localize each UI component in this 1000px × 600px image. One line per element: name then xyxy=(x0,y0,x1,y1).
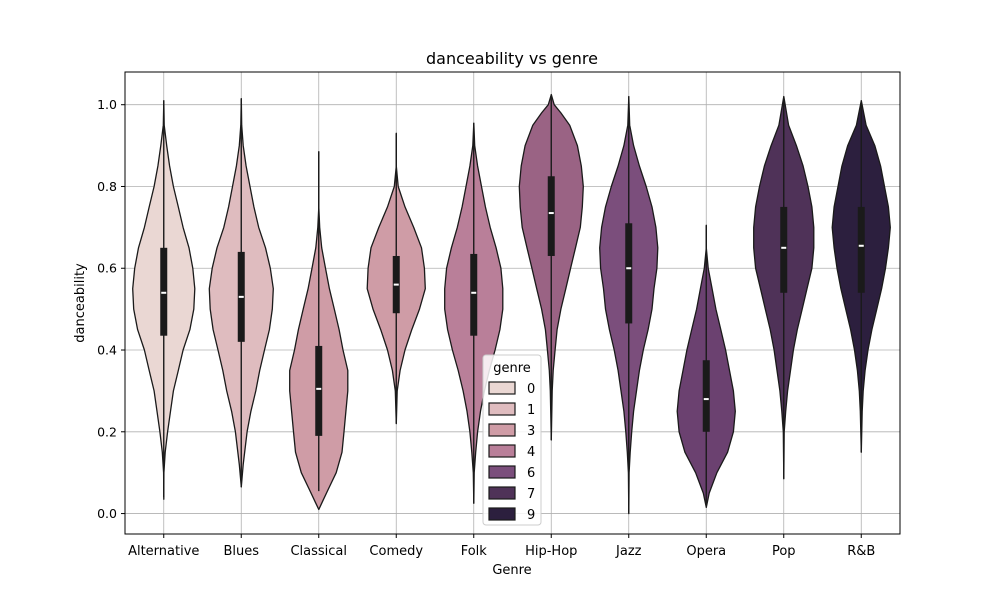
legend-swatch xyxy=(488,444,516,458)
violin-group xyxy=(518,93,584,441)
x-tick-label: Blues xyxy=(223,544,259,559)
violin-group xyxy=(132,99,196,500)
legend-label: 7 xyxy=(527,487,535,502)
legend-label: 1 xyxy=(527,403,535,418)
x-axis-label: Genre xyxy=(492,563,531,578)
legend-entries: 0 1 3 4 6 7 9 xyxy=(488,381,535,523)
legend-label: 9 xyxy=(527,508,535,523)
violin-group xyxy=(208,97,274,488)
y-tick-label: 0.0 xyxy=(97,506,117,521)
violin-iqr-box xyxy=(780,206,788,293)
x-tick-label: Classical xyxy=(290,544,347,559)
y-tick-label: 0.2 xyxy=(97,424,117,439)
violin-group xyxy=(676,224,736,509)
x-tick-label: Hip-Hop xyxy=(525,544,577,559)
x-tick-label: Alternative xyxy=(128,544,199,559)
x-axis: Alternative Blues Classical Comedy Folk Hip-H… xyxy=(128,534,875,559)
violin-iqr-box xyxy=(625,223,633,324)
violin-iqr-box xyxy=(315,345,323,436)
violin-iqr-box xyxy=(702,360,710,432)
x-tick-label: Folk xyxy=(461,544,488,559)
y-axis-label: danceability xyxy=(73,263,88,343)
legend: genre 0 1 3 4 6 7 9 xyxy=(482,354,542,526)
violin-iqr-box xyxy=(470,253,478,336)
x-tick-label: Pop xyxy=(772,544,796,559)
x-tick-label: Jazz xyxy=(615,544,642,559)
violin-group xyxy=(831,99,891,453)
violin-iqr-box xyxy=(160,247,168,336)
plot-frame xyxy=(124,71,901,535)
x-tick-label: Comedy xyxy=(369,544,423,559)
x-tick-label: Opera xyxy=(686,544,726,559)
y-tick-label: 0.8 xyxy=(97,179,117,194)
y-axis: 0.0 0.2 0.4 0.6 0.8 1.0 xyxy=(97,97,125,521)
legend-swatch xyxy=(488,402,516,416)
legend-box xyxy=(482,354,542,526)
violin-iqr-box xyxy=(857,206,865,293)
legend-title: genre xyxy=(493,361,531,376)
y-tick-label: 0.6 xyxy=(97,261,117,276)
violin-group xyxy=(289,151,349,511)
y-tick-label: 0.4 xyxy=(97,343,117,358)
chart-title: danceability vs genre xyxy=(426,49,598,68)
legend-swatch xyxy=(488,507,516,521)
legend-swatch xyxy=(488,465,516,479)
legend-label: 6 xyxy=(527,466,535,481)
y-tick-label: 1.0 xyxy=(97,97,117,112)
legend-label: 0 xyxy=(527,382,535,397)
legend-swatch xyxy=(488,486,516,500)
legend-label: 4 xyxy=(527,445,535,460)
violin-iqr-box xyxy=(547,176,555,256)
x-tick-label: R&B xyxy=(847,544,875,559)
violin-group xyxy=(366,132,426,425)
violin-group xyxy=(753,95,815,480)
legend-swatch xyxy=(488,423,516,437)
legend-swatch xyxy=(488,381,516,395)
violins xyxy=(132,93,891,515)
legend-label: 3 xyxy=(527,424,535,439)
violin-group xyxy=(599,95,659,515)
